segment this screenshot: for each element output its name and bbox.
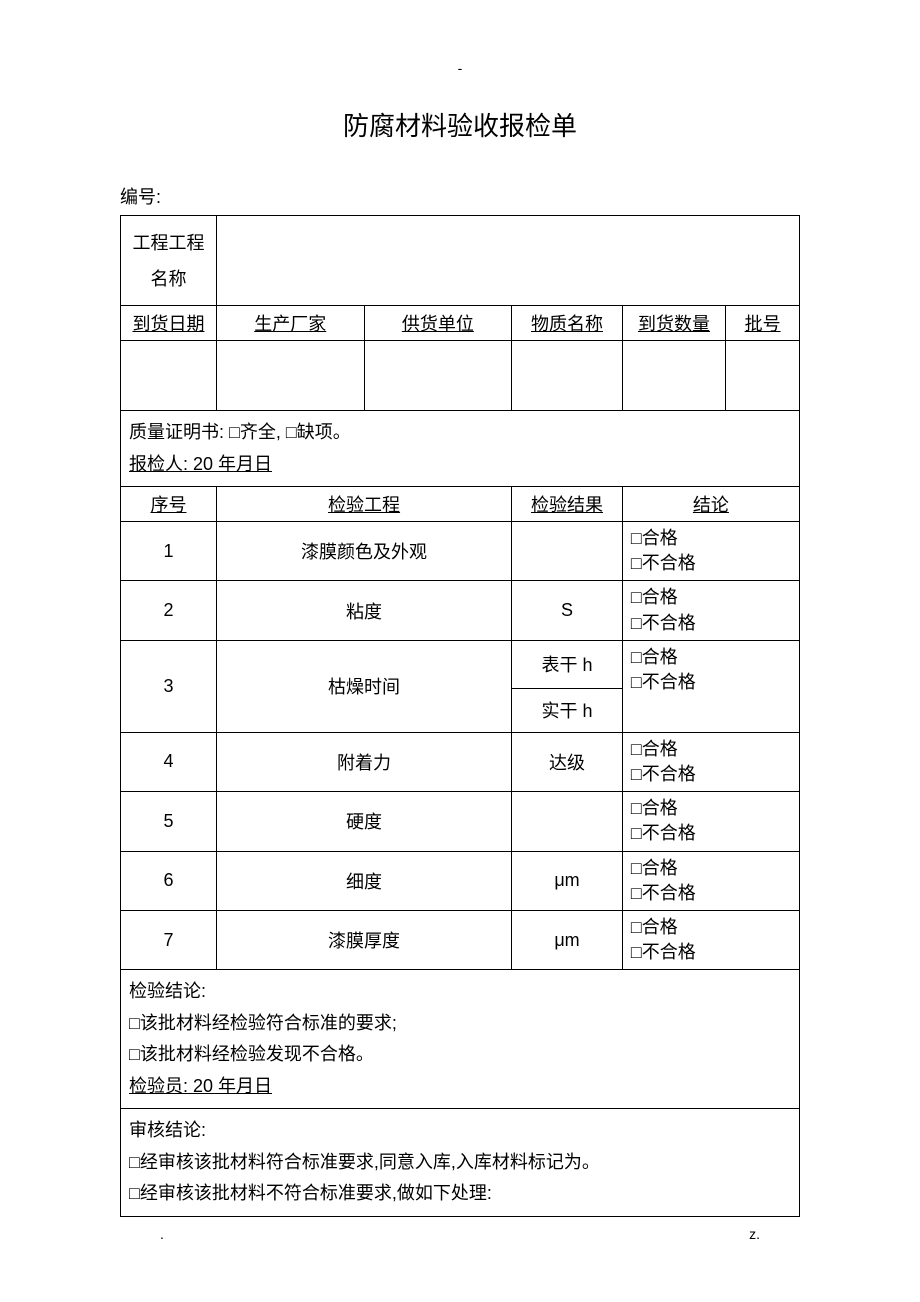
hdr-manufacturer: 生产厂家 [217,306,364,340]
inspect-hdr-conclusion: 结论 [623,487,799,521]
hdr-arrival-qty: 到货数量 [623,306,725,340]
inspection-conclusion-line1: □该批材料经检验符合标准的要求; [129,1008,791,1040]
table-row-result: S [512,596,622,625]
numbering-label: 编号: [120,183,800,209]
table-row-result: 达级 [512,745,622,779]
footer-left: . [160,1226,164,1242]
table-row-seq: 3 [121,672,216,701]
inspect-hdr-item: 检验工程 [217,487,511,521]
inspection-conclusion-line2: □该批材料经检验发现不合格。 [129,1039,791,1071]
table-row-conclusion: □合格□不合格 [623,733,799,791]
table-row-result [512,538,622,564]
table-row-seq: 1 [121,537,216,566]
table-row-item: 细度 [217,864,511,898]
table-row-conclusion: □合格□不合格 [623,852,799,910]
table-row-result-top: 表干 h [512,647,622,681]
table-row-result [512,808,622,834]
quality-cert-line: 质量证明书: □齐全, □缺项。 [129,417,791,449]
table-row-item: 附着力 [217,745,511,779]
review-conclusion-block: 审核结论: □经审核该批材料符合标准要求,同意入库,入库材料标记为。 □经审核该… [121,1109,799,1216]
hdr-arrival-date: 到货日期 [121,306,216,340]
inspection-conclusion-block: 检验结论: □该批材料经检验符合标准的要求; □该批材料经检验发现不合格。 检验… [121,970,799,1108]
table-row-conclusion: □合格□不合格 [623,792,799,850]
table-row-result: μm [512,926,622,955]
table-row-item: 漆膜颜色及外观 [217,534,511,568]
inspect-hdr-result: 检验结果 [512,487,622,521]
table-row-item: 漆膜厚度 [217,923,511,957]
page-title: 防腐材料验收报检单 [120,106,800,143]
table-row-seq: 2 [121,596,216,625]
project-name-label: 工程工程名称 [121,221,216,301]
review-conclusion-title: 审核结论: [129,1115,791,1147]
hdr-supplier: 供货单位 [365,306,512,340]
hdr-batch-no: 批号 [726,306,799,340]
table-row-seq: 4 [121,747,216,776]
table-row-item: 硬度 [217,804,511,838]
table-row-item: 粘度 [217,594,511,628]
table-row-result-bottom: 实干 h [512,693,622,727]
inspection-conclusion-title: 检验结论: [129,976,791,1008]
table-row-conclusion: □合格□不合格 [623,911,799,969]
table-row-seq: 6 [121,866,216,895]
form-table: 工程工程名称 到货日期 生产厂家 供货单位 物质名称 到货数量 批号 质量证明书… [120,215,800,1217]
reporter-line: 报检人: 20 年月日 [129,449,791,481]
hdr-material-name: 物质名称 [512,306,622,340]
top-dash: - [120,60,800,76]
table-row-seq: 7 [121,926,216,955]
table-row-conclusion: □合格□不合格 [623,641,799,699]
review-conclusion-line2: □经审核该批材料不符合标准要求,做如下处理: [129,1178,791,1210]
inspector-line: 检验员: 20 年月日 [129,1071,791,1103]
footer-right: z. [749,1226,760,1242]
table-row-result: μm [512,866,622,895]
review-conclusion-line1: □经审核该批材料符合标准要求,同意入库,入库材料标记为。 [129,1147,791,1179]
table-row-item: 枯燥时间 [217,669,511,703]
quality-cert-block: 质量证明书: □齐全, □缺项。 报检人: 20 年月日 [121,411,799,486]
table-row-conclusion: □合格□不合格 [623,522,799,580]
table-row-conclusion: □合格□不合格 [623,581,799,639]
table-row-seq: 5 [121,807,216,836]
inspect-hdr-seq: 序号 [121,487,216,521]
